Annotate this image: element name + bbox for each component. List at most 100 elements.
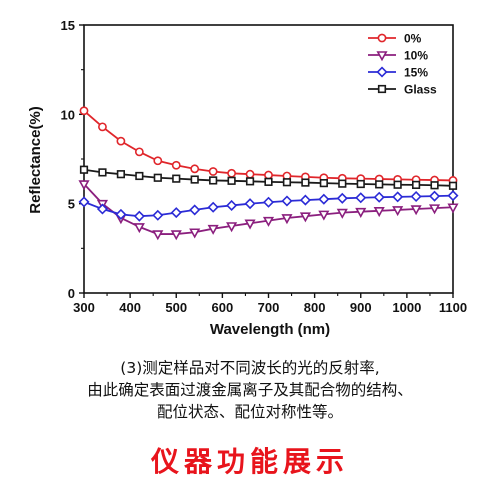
data-point — [318, 210, 330, 221]
data-point — [373, 207, 385, 218]
caption-line-2: 由此确定表面过渡金属离子及其配合物的结构、 — [87, 381, 413, 399]
data-point — [98, 168, 107, 177]
legend-label: Glass — [404, 83, 437, 97]
data-point — [170, 230, 182, 241]
data-point — [227, 176, 236, 185]
legend: 0% 10% 15% Glass — [368, 32, 437, 97]
x-tick-label: 600 — [212, 300, 234, 315]
legend-marker — [377, 84, 387, 94]
x-axis-ticks: 300 400 500 600 700 800 900 1000 1100 — [73, 293, 467, 315]
legend-marker — [376, 51, 388, 62]
data-point — [208, 167, 218, 176]
data-point — [282, 178, 292, 187]
plot-border — [83, 24, 454, 294]
y-axis-title: Reflectance(%) — [27, 106, 44, 214]
data-point — [318, 193, 330, 205]
legend-item: Glass — [368, 83, 437, 97]
data-point — [447, 190, 459, 202]
data-point — [226, 199, 238, 211]
caption-line-1: (3)测定样品对不同波长的光的反射率, — [120, 359, 380, 377]
data-point — [264, 170, 273, 180]
data-point — [356, 179, 365, 189]
data-point — [262, 196, 275, 208]
legend-marker — [377, 33, 387, 43]
data-point — [281, 214, 293, 225]
y-tick-label: 5 — [68, 197, 75, 212]
data-point — [299, 212, 311, 223]
y-tick-label: 0 — [68, 286, 75, 301]
series-15-pct — [78, 190, 459, 222]
data-point — [226, 222, 238, 233]
data-point — [189, 228, 201, 239]
data-point — [153, 173, 162, 182]
x-tick-label: 500 — [165, 300, 187, 315]
data-point — [98, 122, 107, 132]
data-point — [430, 181, 439, 190]
data-point — [410, 190, 422, 203]
reflectance-chart: 300 400 500 600 700 800 900 1000 1100 0 5 10 15 0% 1… — [27, 18, 467, 338]
data-point — [207, 201, 219, 213]
data-point — [264, 177, 273, 186]
data-point — [116, 170, 125, 179]
y-axis-ticks: 0 5 10 15 — [61, 18, 84, 301]
data-point — [338, 179, 347, 188]
data-point — [96, 203, 108, 215]
data-point — [78, 180, 90, 191]
data-point — [410, 205, 422, 216]
legend-label: 15% — [404, 66, 428, 80]
data-point — [355, 192, 367, 204]
banner-title: 仪器功能展示 — [150, 445, 349, 478]
x-tick-label: 800 — [304, 300, 326, 315]
data-point — [429, 190, 441, 202]
data-point — [152, 209, 164, 221]
data-point — [190, 164, 200, 174]
data-point — [207, 224, 219, 235]
series-10-pct — [78, 180, 459, 241]
data-point — [227, 168, 236, 178]
data-point — [411, 180, 421, 190]
series-layer — [78, 106, 459, 241]
data-point — [78, 196, 90, 208]
data-point — [336, 208, 348, 219]
series-glass — [79, 165, 458, 190]
legend-item: 15% — [368, 66, 428, 80]
y-tick-label: 15 — [61, 18, 75, 33]
y-tick-label: 10 — [61, 107, 75, 122]
x-tick-label: 900 — [350, 300, 372, 315]
x-tick-label: 1100 — [439, 300, 467, 315]
data-point — [244, 198, 256, 210]
data-point — [373, 191, 385, 203]
caption-line-3: 配位状态、配位对称性等。 — [156, 403, 343, 421]
legend-item: 0% — [368, 32, 422, 46]
data-point — [301, 178, 310, 187]
data-point — [116, 136, 126, 146]
data-point — [190, 175, 199, 184]
data-point — [152, 230, 164, 241]
data-point — [428, 204, 441, 215]
data-point — [189, 204, 201, 216]
data-point — [79, 165, 89, 174]
x-tick-label: 700 — [258, 300, 280, 315]
data-point — [448, 181, 458, 190]
legend-label: 0% — [404, 32, 422, 46]
data-point — [447, 203, 459, 214]
data-point — [299, 194, 311, 206]
data-point — [244, 219, 256, 230]
data-point — [134, 147, 144, 157]
data-point — [133, 223, 145, 234]
legend-item: 10% — [368, 49, 428, 63]
series-line — [83, 110, 454, 182]
legend-label: 10% — [404, 49, 428, 63]
data-point — [171, 160, 181, 170]
x-axis-title: Wavelength (nm) — [210, 321, 330, 338]
data-point — [245, 169, 255, 179]
data-point — [153, 156, 163, 166]
plot-frame — [83, 24, 454, 294]
data-point — [393, 180, 402, 189]
data-point — [281, 195, 293, 207]
data-point — [135, 171, 144, 181]
x-tick-label: 1000 — [392, 300, 421, 315]
data-point — [245, 177, 255, 186]
data-point — [392, 191, 404, 203]
data-point — [319, 179, 328, 188]
